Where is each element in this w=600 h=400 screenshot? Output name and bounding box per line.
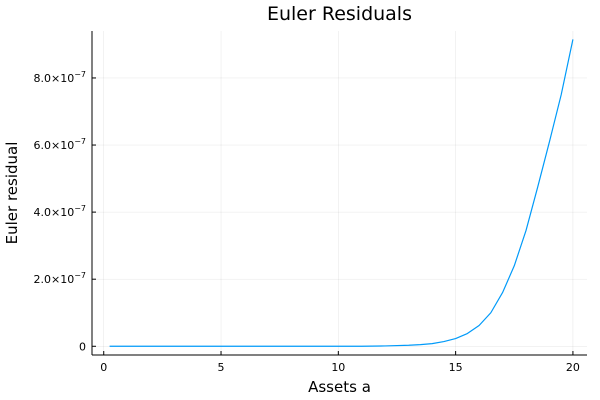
y-axis-label: Euler residual	[3, 142, 21, 245]
y-tick-label-base: 0	[79, 340, 86, 353]
y-tick-label-base: 6.0×10	[33, 139, 74, 152]
y-tick-label-base: 8.0×10	[33, 72, 74, 85]
x-tick-label: 10	[331, 361, 345, 374]
series-line	[109, 39, 574, 347]
x-tick-label: 0	[100, 361, 107, 374]
y-tick-label: 2.0×10−7	[33, 271, 86, 286]
y-tick-label-base: 4.0×10	[33, 206, 74, 219]
y-tick-label: 0	[79, 340, 86, 353]
y-tick-label-exponent: −7	[74, 204, 86, 213]
x-axis-label: Assets a	[308, 378, 371, 396]
y-tick-label: 4.0×10−7	[33, 204, 86, 219]
x-tick-label: 15	[449, 361, 463, 374]
x-tick-label: 5	[218, 361, 225, 374]
x-tick-label: 20	[566, 361, 580, 374]
y-tick-label-base: 2.0×10	[33, 273, 74, 286]
y-tick-label: 8.0×10−7	[33, 70, 86, 85]
y-tick-label-exponent: −7	[74, 137, 86, 146]
y-tick-label: 6.0×10−7	[33, 137, 86, 152]
chart-title: Euler Residuals	[267, 3, 412, 25]
y-tick-label-exponent: −7	[74, 271, 86, 280]
y-tick-label-exponent: −7	[74, 70, 86, 79]
